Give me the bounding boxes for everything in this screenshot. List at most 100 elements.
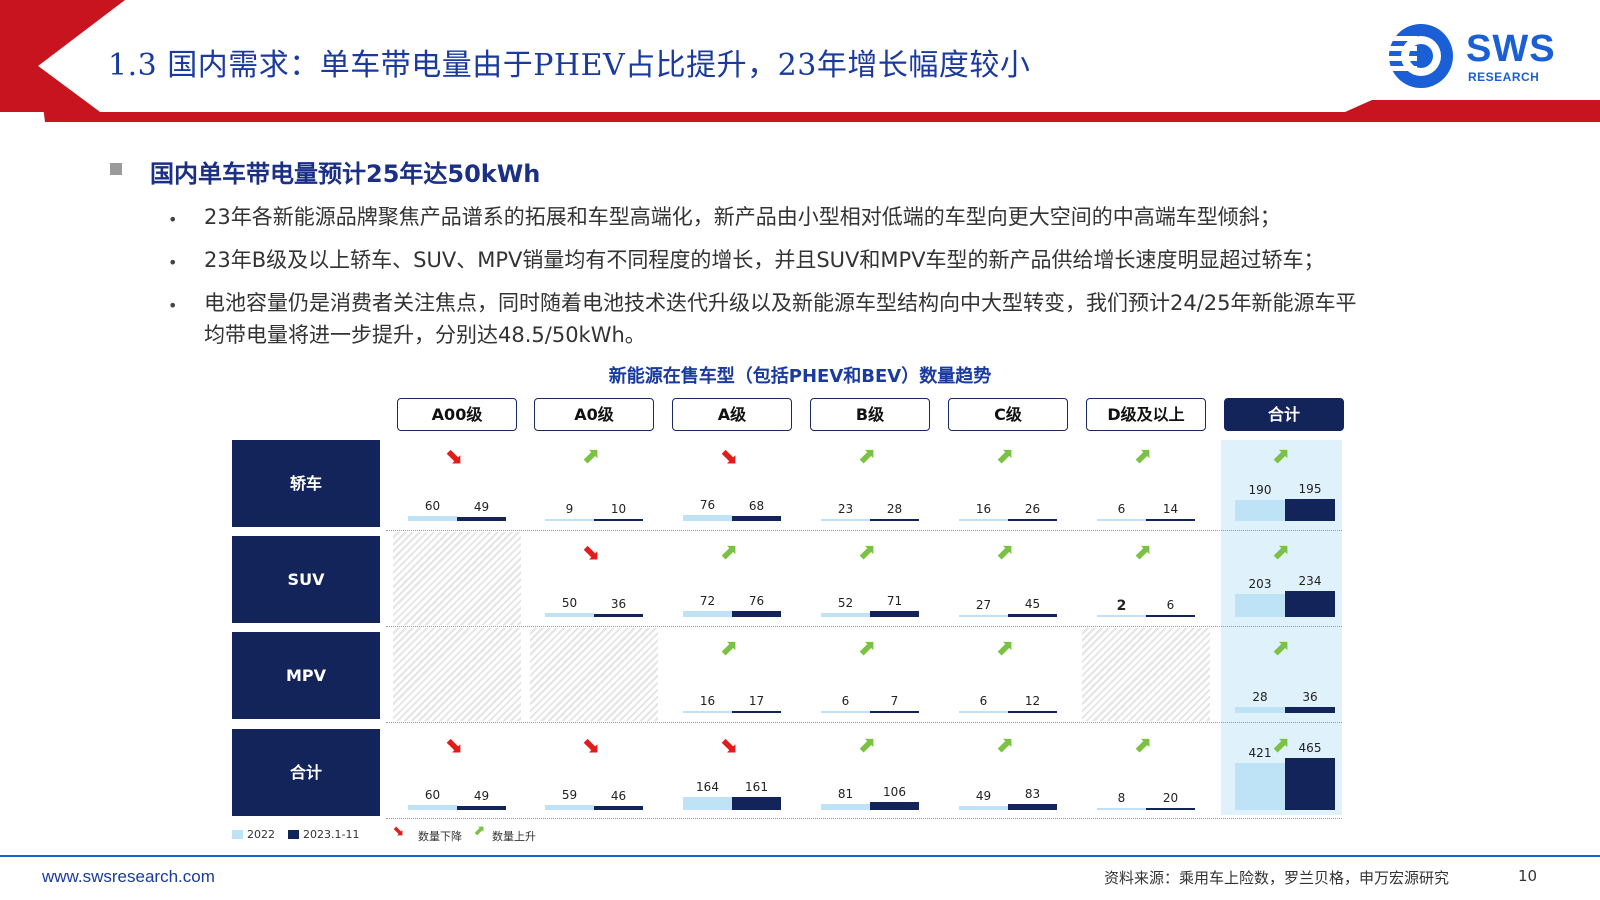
row-separator bbox=[386, 530, 1342, 531]
value-label-2022: 59 bbox=[561, 788, 578, 803]
value-label-2023: 10 bbox=[610, 502, 627, 516]
bullet-dot-icon: • bbox=[168, 253, 178, 272]
page-title: 1.3 国内需求：单车带电量由于PHEV占比提升，23年增长幅度较小 bbox=[108, 48, 1031, 83]
bar-2023 bbox=[1008, 711, 1057, 713]
legend-label-2022: 2022 bbox=[247, 828, 275, 841]
arrow-up-icon: ⬈ bbox=[857, 540, 876, 565]
value-label-2023: 26 bbox=[1024, 501, 1041, 516]
legend-label-2023: 2023.1-11 bbox=[303, 828, 360, 841]
bar-2023 bbox=[870, 611, 919, 617]
empty-cell-hatch bbox=[530, 628, 658, 721]
bar-2022 bbox=[683, 611, 732, 617]
row-separator bbox=[386, 818, 1342, 819]
row-separator bbox=[386, 626, 1342, 627]
bar-2022 bbox=[1235, 499, 1285, 521]
bar-2023 bbox=[732, 611, 781, 617]
arrow-up-icon: ⬈ bbox=[719, 636, 738, 661]
bar-2023 bbox=[594, 614, 643, 617]
bar-2023 bbox=[870, 801, 919, 810]
arrow-down-icon: ⬊ bbox=[719, 444, 738, 469]
bar-2023 bbox=[1008, 518, 1057, 521]
value-label-2022: 81 bbox=[837, 786, 854, 801]
value-label-2023: 71 bbox=[886, 594, 903, 609]
value-label-2022: 49 bbox=[975, 789, 992, 804]
arrow-up-icon: ⬈ bbox=[581, 444, 600, 469]
bar-2022 bbox=[1235, 594, 1285, 617]
value-label-2023: 17 bbox=[748, 694, 765, 708]
value-label-2023: 83 bbox=[1024, 786, 1041, 801]
arrow-up-icon: ⬈ bbox=[1271, 540, 1290, 565]
bar-2023 bbox=[870, 518, 919, 521]
value-label-2022: 23 bbox=[837, 502, 854, 516]
bar-2023 bbox=[1008, 803, 1057, 810]
value-label-2023: 68 bbox=[748, 498, 765, 513]
logo-subtitle: RESEARCH bbox=[1468, 70, 1540, 84]
section-heading: 国内单车带电量预计25年达50kWh bbox=[150, 160, 541, 188]
bar-2022 bbox=[821, 711, 870, 713]
bar-2022 bbox=[821, 519, 870, 521]
bar-2022 bbox=[821, 803, 870, 810]
arrow-up-icon: ⬈ bbox=[1133, 540, 1152, 565]
header-band bbox=[0, 0, 1600, 122]
value-label-2022: 60 bbox=[424, 499, 441, 514]
value-label-2023: 49 bbox=[473, 500, 490, 515]
bullet-text-3: 电池容量仍是消费者关注焦点，同时随着电池技术迭代升级以及新能源车型结构向中大型转… bbox=[204, 291, 1357, 315]
legend-label-up: 数量上升 bbox=[492, 830, 536, 843]
value-label-2022: 421 bbox=[1248, 745, 1272, 760]
page-number: 10 bbox=[1518, 867, 1538, 885]
logo-wordmark: SWS bbox=[1466, 28, 1556, 70]
bar-2023 bbox=[732, 515, 781, 521]
bar-2023 bbox=[1146, 615, 1195, 617]
footer-source: 资料来源：乘用车上险数，罗兰贝格，申万宏源研究 bbox=[1104, 869, 1450, 887]
value-label-2022: 8 bbox=[1117, 791, 1126, 805]
bar-2022 bbox=[1097, 519, 1146, 521]
bar-2022 bbox=[545, 613, 594, 617]
bar-2023 bbox=[1285, 590, 1335, 617]
bar-2022 bbox=[683, 515, 732, 521]
bar-2022 bbox=[1097, 615, 1146, 617]
arrow-up-icon: ⬈ bbox=[1133, 444, 1152, 469]
bar-2022 bbox=[959, 806, 1008, 810]
arrow-down-icon: ⬊ bbox=[581, 540, 600, 565]
arrow-up-icon: ⬈ bbox=[1271, 636, 1290, 661]
value-label-2022: 52 bbox=[837, 595, 854, 610]
bar-2023 bbox=[1146, 519, 1195, 521]
arrow-down-icon: ⬊ bbox=[581, 733, 600, 758]
footer-url[interactable]: www.swsresearch.com bbox=[42, 867, 215, 886]
chart-title: 新能源在售车型（包括PHEV和BEV）数量趋势 bbox=[608, 366, 992, 387]
column-header: A0级 bbox=[534, 398, 654, 431]
bullet-dot-icon: • bbox=[168, 210, 178, 229]
bar-2022 bbox=[821, 612, 870, 617]
value-label-2022: 28 bbox=[1252, 690, 1268, 704]
value-label-2022: 190 bbox=[1248, 482, 1272, 497]
arrow-up-icon: ⬈ bbox=[719, 540, 738, 565]
bullet-text-2: 23年B级及以上轿车、SUV、MPV销量均有不同程度的增长，并且SUV和MPV车… bbox=[204, 248, 1325, 272]
value-label-2023: 161 bbox=[745, 780, 768, 795]
arrow-down-icon: ⬊ bbox=[719, 733, 738, 758]
arrow-up-icon: ⬈ bbox=[995, 444, 1014, 469]
value-label-2023: 7 bbox=[890, 694, 899, 708]
value-label-2023: 36 bbox=[610, 597, 627, 612]
header-red-wedge bbox=[0, 0, 125, 112]
bar-2022 bbox=[1235, 707, 1285, 713]
arrow-up-icon: ⬈ bbox=[995, 733, 1014, 758]
bullet-text-3-cont: 均带电量将进一步提升，分别达48.5/50kWh。 bbox=[204, 323, 646, 347]
value-label-2022: 72 bbox=[699, 594, 716, 609]
arrow-down-icon: ⬊ bbox=[444, 733, 463, 758]
arrow-down-icon: ⬊ bbox=[392, 823, 404, 839]
bar-2022 bbox=[1235, 762, 1285, 810]
column-header: A级 bbox=[672, 398, 792, 431]
header-red-bar bbox=[38, 66, 1600, 122]
bar-2023 bbox=[594, 806, 643, 810]
bar-2022 bbox=[1097, 808, 1146, 810]
value-label-2023: 76 bbox=[748, 594, 765, 609]
value-label-2022: 16 bbox=[975, 502, 992, 516]
footer-divider bbox=[0, 855, 1600, 857]
value-label-2023: 49 bbox=[473, 789, 490, 804]
value-label-2023: 14 bbox=[1162, 502, 1179, 516]
column-header: D级及以上 bbox=[1086, 398, 1206, 431]
value-label-2023: 6 bbox=[1166, 598, 1175, 612]
bar-2022 bbox=[683, 711, 732, 713]
empty-cell-hatch bbox=[1082, 628, 1210, 721]
value-label-2023: 12 bbox=[1024, 694, 1041, 708]
